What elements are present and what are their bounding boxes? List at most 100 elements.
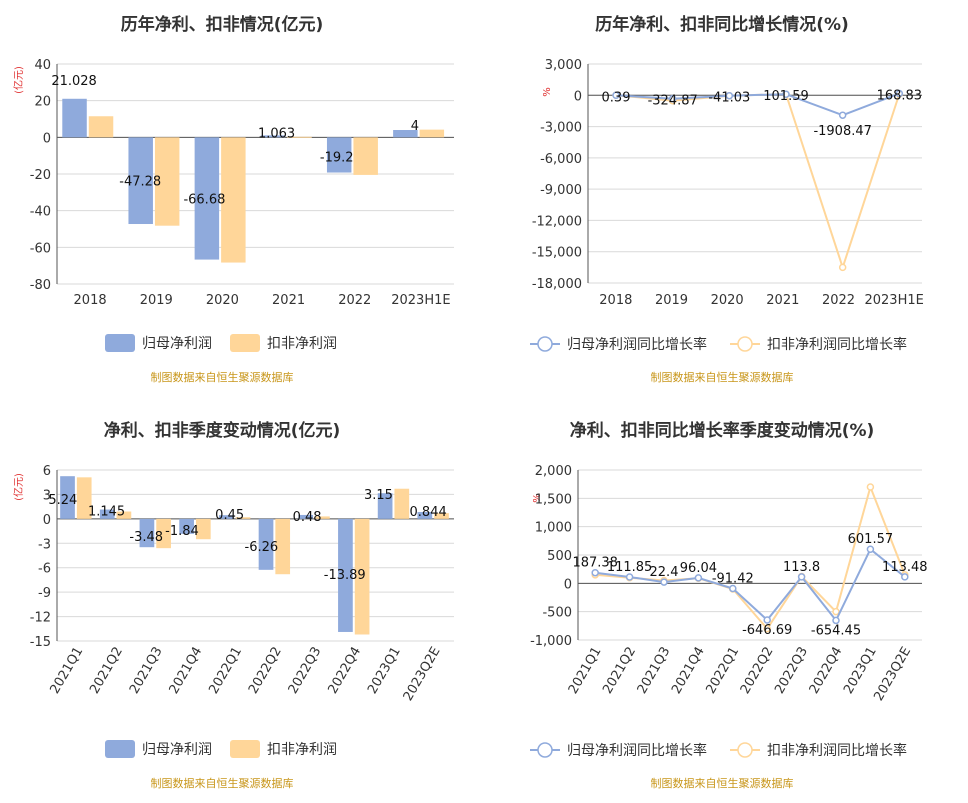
bar-deducted-profit — [76, 477, 92, 519]
data-label: 22.4 — [650, 565, 679, 580]
legend-label: 归母净利润 — [142, 741, 212, 758]
x-tick-label: 2021Q4 — [669, 645, 708, 697]
y-tick-label: 0 — [43, 513, 51, 528]
x-tick-label: 2021 — [766, 293, 799, 308]
y-tick-label: -9,000 — [540, 183, 582, 198]
x-tick-label: 2021Q2 — [600, 645, 639, 697]
bar-deducted-profit — [354, 518, 370, 635]
x-tick-label: 2022 — [338, 293, 371, 308]
x-tick-label: 2018 — [599, 293, 632, 308]
x-tick-label: 2023H1E — [391, 293, 450, 308]
point-net-growth — [660, 578, 668, 586]
x-tick-label: 2021Q1 — [48, 645, 87, 697]
point-net-growth — [668, 94, 677, 103]
x-tick-label: 2022Q3 — [772, 645, 811, 697]
x-tick-label: 2019 — [655, 293, 688, 308]
unit-label: (亿元) — [12, 66, 25, 94]
y-tick-label: -1,000 — [530, 634, 572, 649]
data-label: -6.26 — [245, 540, 279, 555]
data-label: -66.68 — [183, 192, 225, 207]
x-tick-label: 2021Q3 — [635, 645, 674, 697]
bar-deducted-profit — [221, 137, 246, 263]
legend-swatch — [105, 334, 135, 352]
bar-net-profit — [194, 137, 220, 260]
data-label: 4 — [411, 119, 419, 134]
y-tick-label: -80 — [30, 278, 51, 293]
y-tick-label: -3 — [38, 537, 51, 552]
bar-net-profit — [62, 98, 87, 138]
point-net-growth — [725, 91, 734, 100]
y-tick-label: 0 — [43, 131, 51, 146]
point-net-growth — [832, 616, 840, 625]
y-tick-label: -500 — [542, 606, 572, 621]
unit-label: (亿元) — [12, 473, 25, 501]
bar-deducted-profit — [275, 518, 291, 575]
bar-deducted-profit — [88, 116, 114, 138]
point-net-growth — [625, 573, 634, 581]
bar-net-profit — [60, 476, 75, 519]
x-tick-label: 2023Q1 — [365, 645, 404, 697]
data-label: 3.15 — [364, 488, 393, 503]
bar-deducted-profit — [154, 137, 180, 226]
x-tick-label: 2022Q1 — [206, 645, 245, 697]
annual-profit-bar-chart: 历年净利、扣非情况(亿元) (亿元) 40 20 0 -20 -40 -60 -80 2018… — [12, 14, 454, 384]
point-net-growth — [591, 568, 599, 577]
point-net-growth — [866, 545, 875, 553]
x-tick-label: 2022Q2 — [738, 645, 777, 697]
x-tick-label: 2022 — [822, 293, 855, 308]
source-note: 制图数据来自恒生聚源数据库 — [651, 776, 794, 790]
point-deducted-growth — [866, 483, 875, 491]
bar-net-profit — [260, 135, 286, 138]
bar-deducted-profit — [235, 517, 251, 519]
data-label: -41.03 — [708, 91, 750, 106]
chart-title: 净利、扣非同比增长率季度变动情况(%) — [570, 420, 875, 441]
legend-label: 扣非净利润 — [267, 742, 337, 758]
unit-label: % — [532, 493, 543, 503]
line-net-growth — [615, 92, 900, 117]
x-tick-label: 2023Q1 — [841, 645, 880, 697]
point-net-growth — [763, 616, 771, 624]
legend-marker — [737, 742, 753, 758]
legend-label: 扣非净利润 — [267, 336, 337, 352]
y-tick-label: -15,000 — [532, 246, 582, 261]
unit-label: % — [542, 87, 553, 97]
y-tick-label: 0 — [574, 89, 582, 104]
data-label: -19.2 — [320, 150, 354, 165]
y-tick-label: -60 — [30, 241, 51, 256]
legend-swatch — [230, 740, 260, 758]
bar-net-profit — [218, 515, 234, 519]
bar-deducted-profit — [116, 511, 132, 519]
x-tick-label: 2022Q3 — [286, 645, 325, 697]
data-label: 113.48 — [882, 560, 928, 575]
point-deducted-growth — [838, 263, 847, 272]
data-label: 113.8 — [783, 560, 820, 575]
data-label: 111.85 — [607, 560, 653, 575]
bar-net-profit — [417, 511, 433, 519]
x-tick-label: 2022Q4 — [325, 645, 364, 697]
bar-deducted-profit — [315, 516, 330, 519]
point-net-growth — [901, 573, 909, 581]
bar-deducted-profit — [195, 518, 211, 540]
bar-deducted-profit — [353, 137, 378, 175]
point-net-growth — [612, 91, 620, 100]
line-deducted-growth — [615, 93, 901, 271]
data-label: -654.45 — [811, 623, 861, 638]
data-label: 1.063 — [258, 126, 295, 141]
legend-label: 扣非净利润同比增长率 — [767, 742, 907, 759]
legend-marker — [737, 336, 753, 352]
x-tick-label: 2022Q2 — [246, 645, 285, 697]
y-tick-label: 1,500 — [535, 492, 572, 507]
data-label: -47.28 — [119, 174, 161, 189]
point-net-growth — [895, 89, 904, 98]
x-tick-label: 2022Q1 — [703, 645, 742, 697]
bar-net-profit — [258, 518, 274, 570]
x-tick-label: 2023H1E — [864, 293, 923, 308]
data-label: 0.45 — [215, 508, 244, 523]
point-deducted-growth — [832, 607, 840, 616]
x-tick-label: 2022Q4 — [807, 645, 846, 697]
x-tick-label: 2023Q2E — [401, 645, 444, 704]
quarterly-growth-line-chart: 净利、扣非同比增长率季度变动情况(%) % 2,000 1,500 1,000 500… — [530, 420, 928, 790]
x-tick-label: 2021Q1 — [566, 645, 605, 697]
y-tick-label: 3,000 — [545, 58, 582, 73]
